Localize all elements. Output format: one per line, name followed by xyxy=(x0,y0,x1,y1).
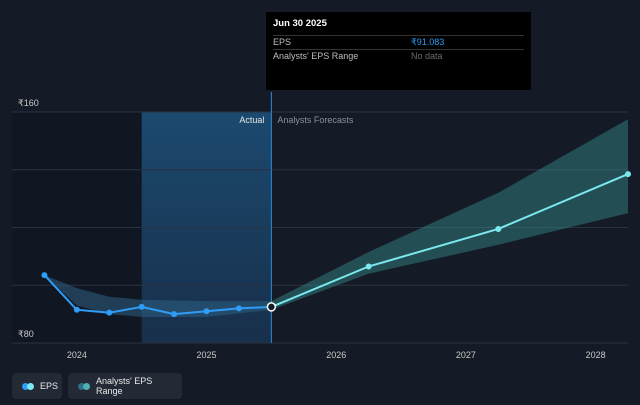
eps-range-band-forecast xyxy=(271,119,628,310)
eps-point-forecast xyxy=(625,171,631,178)
legend-eps-label: EPS xyxy=(40,381,59,391)
eps-range-band-actual xyxy=(44,275,272,317)
eps-point-actual xyxy=(266,302,277,312)
legend-range-label: Analysts' EPS Range xyxy=(96,376,153,396)
tooltip-row-range: Analysts' EPS Range No data xyxy=(273,49,524,63)
eps-point-forecast xyxy=(365,263,372,270)
eps-point-actual xyxy=(171,311,178,318)
x-tick-label: 2025 xyxy=(197,350,217,360)
eps-line-actual xyxy=(43,274,272,316)
region-label-forecast: Analysts Forecasts xyxy=(277,115,354,125)
tooltip-range-label: Analysts' EPS Range xyxy=(273,51,359,61)
y-tick-label: ₹160 xyxy=(18,98,39,108)
eps-point-actual xyxy=(235,305,242,312)
eps-point-actual xyxy=(138,303,145,310)
legend-range-icon xyxy=(78,382,90,390)
tooltip-range-value: No data xyxy=(411,51,443,61)
eps-point-actual xyxy=(203,308,210,315)
legend-range-button[interactable]: Analysts' EPS Range xyxy=(68,373,182,399)
tooltip-eps-value: ₹91.083 xyxy=(411,37,445,47)
x-tick-label: 2024 xyxy=(67,350,87,360)
x-tick-label: 2028 xyxy=(586,350,606,360)
hover-tooltip: Jun 30 2025 EPS ₹91.083 Analysts' EPS Ra… xyxy=(266,12,531,90)
eps-line-forecast xyxy=(271,173,629,308)
x-tick-label: 2026 xyxy=(326,350,346,360)
eps-point-actual xyxy=(41,272,48,279)
y-tick-label: ₹80 xyxy=(18,329,34,339)
tooltip-date: Jun 30 2025 xyxy=(273,18,327,29)
x-tick-label: 2027 xyxy=(456,350,476,360)
tooltip-eps-label: EPS xyxy=(273,37,292,47)
legend-eps-icon xyxy=(22,382,34,390)
eps-point-actual xyxy=(106,309,113,316)
tooltip-row-eps: EPS ₹91.083 xyxy=(273,35,524,49)
region-label-actual: Actual xyxy=(239,115,264,125)
legend-eps-button[interactable]: EPS xyxy=(12,373,62,399)
eps-point-actual xyxy=(73,306,80,313)
eps-point-forecast xyxy=(495,225,502,232)
